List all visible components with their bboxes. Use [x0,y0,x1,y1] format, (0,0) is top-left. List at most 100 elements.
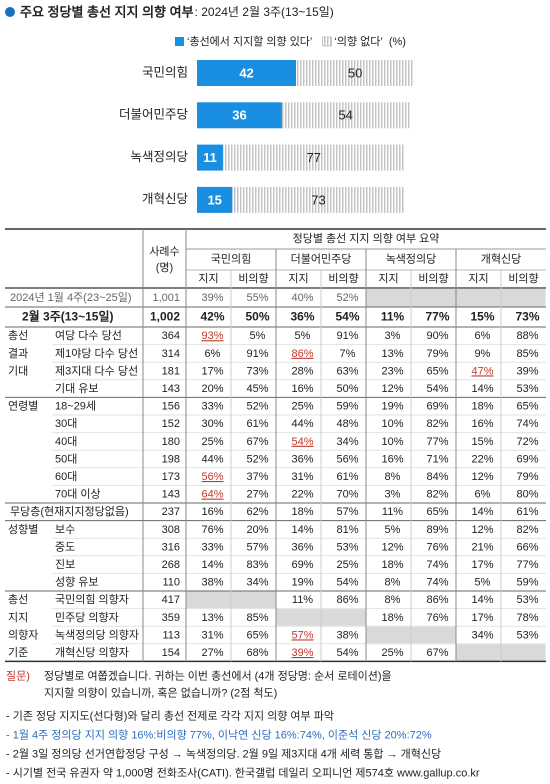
cell: 11% [292,594,313,606]
cell: 67% [426,647,448,659]
row-label: 제3지대 다수 당선 [55,364,138,377]
row-count: 198 [162,453,180,465]
row-label: 30대 [55,417,77,430]
cell: 65% [246,629,268,641]
cell: 6% [475,489,491,501]
highlight-cell: 86% [291,348,313,360]
cell: 53% [516,629,538,641]
cell: 57% [336,506,358,518]
category-label: 국민의힘 [142,65,188,79]
row-label: 무당층(현재지지정당없음) [10,505,129,518]
question-text: 지지할 의향이 있습니까, 혹은 없습니까? (2점 척도) [44,685,277,699]
cell: 18% [471,401,493,413]
cell: 15% [470,310,494,324]
cell: 34% [336,436,358,448]
data-label: 15 [207,192,221,207]
cell: 14% [471,383,493,395]
row-label: 개혁신당 의향자 [55,646,129,659]
cell: 12% [471,471,493,483]
cell: 14% [291,524,313,536]
cell: 16% [471,418,493,430]
cell: 14% [201,559,223,571]
bar-segment [197,60,297,86]
cell: 78% [516,612,538,624]
row-group: 의향자 [8,628,38,641]
row-count: 156 [162,401,180,413]
na-cell [501,288,546,307]
cell: 14% [471,506,493,518]
bar-segment [281,102,410,129]
cell: 82% [516,524,538,536]
cell: 9% [475,348,491,360]
cell: 48% [336,418,358,430]
cell: 36% [291,541,313,553]
cell: 74% [516,418,538,430]
row-label: 국민의힘 의향자 [55,593,129,606]
data-label: 54 [338,108,352,123]
row-label: 50대 [55,452,77,465]
cell: 11% [382,506,403,518]
highlight-cell: 47% [471,365,493,377]
cell: 25% [336,559,358,571]
cell: 10% [381,418,403,430]
cell: 74% [426,559,448,571]
cell: 22% [471,453,493,465]
cell: 77% [426,436,448,448]
cell: 33% [201,541,223,553]
cell: 34% [471,629,493,641]
cell: 8% [385,594,401,606]
cell: 79% [426,348,448,360]
cell: 16% [381,453,403,465]
party-header: 더불어민주당 [291,252,352,265]
cell: 16% [291,383,313,395]
cell: 13% [201,612,223,624]
n-header: (명) [156,261,173,274]
cell: 65% [426,365,448,377]
cell: 82% [426,418,448,430]
cell: 59% [336,401,358,413]
cell: 25% [201,436,223,448]
cell: 31% [201,629,223,641]
cell: 54% [336,577,358,589]
row-count: 113 [162,629,180,641]
na-cell [186,591,231,609]
row-count: 154 [162,647,180,659]
row-count: 308 [162,524,180,536]
cell: 44% [291,418,313,430]
row-label: 60대 [55,470,77,483]
cell: 69% [291,559,313,571]
cell: 25% [381,647,403,659]
row-label: 여당 다수 당선 [55,329,122,342]
cell: 12% [471,524,493,536]
cell: 91% [336,330,358,342]
cell: 82% [426,489,448,501]
category-label: 녹색정의당 [130,150,188,164]
table-title: 정당별 총선 지지 의향 여부 요약 [293,231,440,245]
cell: 20% [246,524,268,536]
cell: 50% [336,383,358,395]
cell: 20% [201,383,223,395]
cell: 8% [385,471,401,483]
party-header: 개혁신당 [481,252,521,265]
row-label: 40대 [55,435,77,448]
highlight-cell: 39% [291,647,313,659]
row-label: 2024년 1월 4주(23~25일) [10,290,132,304]
na-cell [231,591,276,609]
cell: 3% [385,489,401,501]
bar-segment [197,102,282,129]
bar-segment [197,144,223,171]
cell: 39% [516,365,538,377]
cell: 76% [426,541,448,553]
sub-header: 지지 [468,272,488,285]
cell: 17% [471,559,493,571]
row-label: 보수 [55,523,75,536]
highlight-cell: 56% [201,471,223,483]
cell: 12% [381,383,403,395]
legend-swatch [322,36,332,47]
row-count: 110 [162,577,180,589]
cell: 54% [336,647,358,659]
cell: 14% [471,594,493,606]
cell: 7% [340,348,356,360]
party-header: 국민의힘 [211,252,251,265]
